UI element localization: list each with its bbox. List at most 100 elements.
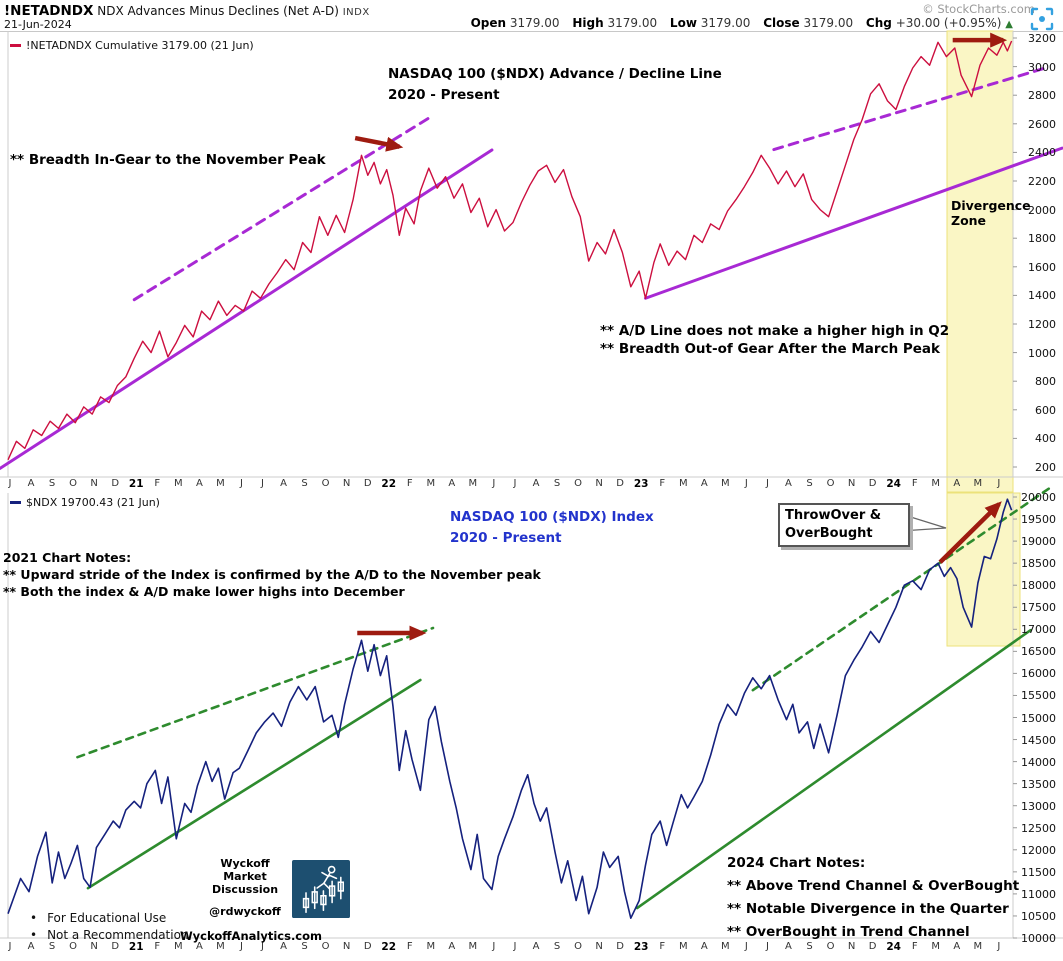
x-tick-label: J xyxy=(765,941,769,952)
notes-2024-line3: ** OverBought in Trend Channel xyxy=(727,924,970,940)
x-tick-label: A xyxy=(27,941,35,952)
y-tick-label: 17000 xyxy=(1021,623,1056,637)
top-legend-label: !NETADNDX Cumulative 3179.00 (21 Jun) xyxy=(26,39,254,52)
x-tick-label: M xyxy=(426,941,436,952)
x-tick-label: A xyxy=(195,941,203,952)
y-tick-label: 2600 xyxy=(1028,117,1056,131)
x-tick-label: A xyxy=(785,478,792,489)
x-tick-label: O xyxy=(321,941,330,952)
x-tick-label: J xyxy=(492,941,496,952)
y-tick-label: 12500 xyxy=(1021,821,1056,835)
x-tick-label: J xyxy=(8,941,12,952)
y-tick-label: 200 xyxy=(1035,460,1056,474)
exchange-label: INDX xyxy=(342,7,370,18)
open-label: Open xyxy=(470,16,507,30)
bullet-icon: • xyxy=(30,911,38,925)
x-tick-label: O xyxy=(574,941,583,952)
x-tick-label: M xyxy=(216,941,225,952)
y-tick-label: 400 xyxy=(1035,432,1056,446)
throwover-callout: ThrowOver & OverBought xyxy=(778,503,910,547)
x-tick-label: M xyxy=(173,478,183,489)
x-tick-label: O xyxy=(69,478,78,489)
x-tick-label: F xyxy=(659,478,666,489)
notes-2024-title: 2024 Chart Notes: xyxy=(727,855,866,871)
y-tick-label: 2400 xyxy=(1028,146,1056,160)
y-tick-label: 15500 xyxy=(1021,689,1056,703)
y-tick-label: 1000 xyxy=(1028,346,1056,360)
wyckoff-line1: Wyckoff xyxy=(220,857,270,870)
generated-lines xyxy=(0,31,1063,939)
high-value: 3179.00 xyxy=(607,16,658,30)
x-tick-label: F xyxy=(154,941,161,952)
x-tick-label: J xyxy=(239,941,243,952)
x-tick-label: N xyxy=(90,478,98,489)
x-tick-label: D xyxy=(868,941,877,952)
x-tick-label: M xyxy=(216,478,225,489)
wyckoff-line2: Market xyxy=(223,870,267,883)
x-tick-label: A xyxy=(953,941,961,952)
y-tick-label: 16000 xyxy=(1021,667,1056,681)
x-tick-label: D xyxy=(616,941,624,952)
y-tick-label: 17500 xyxy=(1021,601,1056,615)
x-tick-label: A xyxy=(532,478,540,489)
x-tick-label: A xyxy=(280,941,287,952)
up-arrow-icon: ▲ xyxy=(1005,19,1013,30)
wyckoff-logo-icon xyxy=(292,860,350,918)
x-tick-label: D xyxy=(616,478,624,489)
close-value: 3179.00 xyxy=(803,16,854,30)
x-tick-label: A xyxy=(448,478,456,489)
disclaimer-line2: • Not a Recommendation xyxy=(30,928,189,942)
high-label: High xyxy=(572,16,604,30)
x-tick-label: M xyxy=(931,478,941,489)
y-tick-label: 11500 xyxy=(1021,865,1056,879)
x-tick-label: S xyxy=(553,478,561,489)
x-tick-label: S xyxy=(806,478,813,489)
x-tick-label: M xyxy=(721,478,730,489)
ndx-line-swatch xyxy=(10,501,21,504)
chg-label: Chg xyxy=(865,16,892,30)
low-value: 3179.00 xyxy=(700,16,751,30)
note-breadth-in-gear: ** Breadth In-Gear to the November Peak xyxy=(10,152,326,168)
top-legend: !NETADNDX Cumulative 3179.00 (21 Jun) xyxy=(10,39,254,52)
y-tick-label: 20000 xyxy=(1021,491,1056,504)
x-tick-label: M xyxy=(973,941,983,952)
x-tick-label: M xyxy=(721,941,730,952)
y-tick-label: 14000 xyxy=(1021,755,1056,769)
y-tick-label: 19000 xyxy=(1021,535,1056,549)
notes-2024: 2024 Chart Notes: ** Above Trend Channel… xyxy=(727,852,1019,944)
notes-2024-line2: ** Notable Divergence in the Quarter xyxy=(727,901,1009,917)
x-tick-label: M xyxy=(173,941,183,952)
x-tick-label: J xyxy=(239,478,243,489)
low-label: Low xyxy=(669,16,697,30)
wyckoff-handle: @rdwyckoff xyxy=(209,905,281,918)
x-tick-label: F xyxy=(659,941,666,952)
wyckoff-line3: Discussion xyxy=(211,883,279,896)
x-tick-label: O xyxy=(69,941,78,952)
x-tick-label: N xyxy=(342,941,351,952)
bottom-legend: $NDX 19700.43 (21 Jun) xyxy=(10,496,160,509)
camera-focus-icon[interactable] xyxy=(1029,6,1055,32)
x-tick-label: A xyxy=(953,478,961,489)
x-tick-label: A xyxy=(700,941,708,952)
x-tick-label: F xyxy=(911,941,918,952)
header-divider xyxy=(0,31,1063,32)
y-tick-label: 11000 xyxy=(1021,887,1056,901)
y-axis-labels: 3200 3000 2800 2600 2400 2200 2000 1800 1600 1400… xyxy=(1016,0,1056,961)
wyckoff-text-block: Wyckoff Market Discussion @rdwyckoff xyxy=(190,857,300,918)
x-axis-top: J A S O N D 21 F M A M J J A S O N D 22 F M A M J J A S O N D 23 F M A M J J… xyxy=(0,478,1063,492)
symbol-name: NDX Advances Minus Declines (Net A-D) xyxy=(97,4,339,18)
close-label: Close xyxy=(763,16,800,30)
x-tick-label: A xyxy=(448,941,456,952)
y-tick-label: 2000 xyxy=(1028,203,1056,217)
x-tick-label: J xyxy=(492,478,496,489)
y-tick-label: 19500 xyxy=(1021,513,1056,527)
top-chart-title-line2: 2020 - Present xyxy=(388,87,500,103)
x-tick-label: F xyxy=(911,478,918,489)
y-tick-label: 15000 xyxy=(1021,711,1056,725)
disclaimer-line1: • For Educational Use xyxy=(30,911,167,925)
x-tick-label: 23 xyxy=(633,941,649,953)
x-tick-label: M xyxy=(468,478,478,489)
open-value: 3179.00 xyxy=(509,16,560,30)
